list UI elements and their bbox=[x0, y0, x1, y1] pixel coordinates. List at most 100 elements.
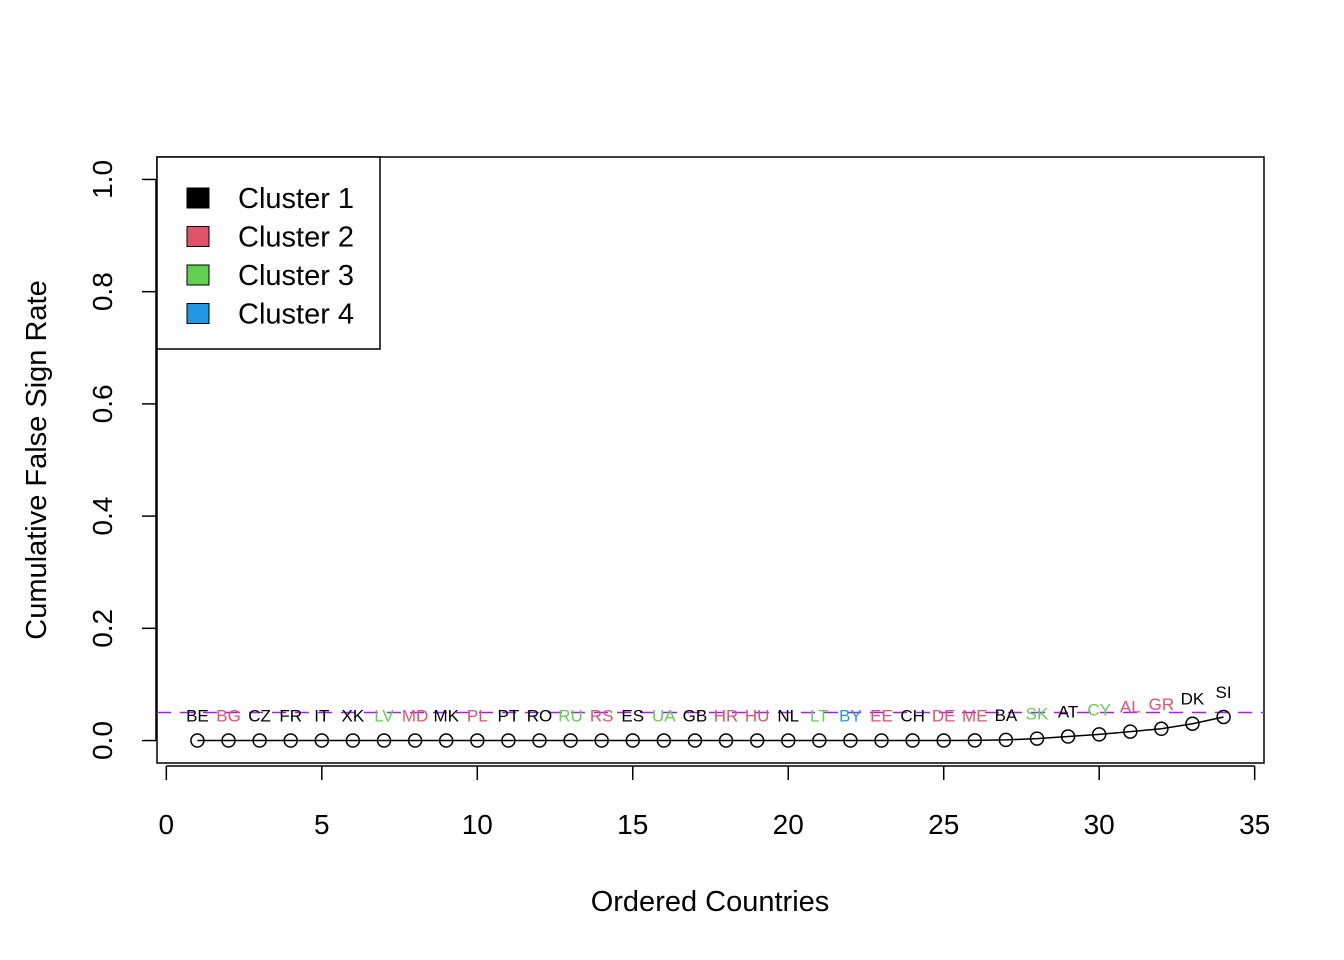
legend-swatch bbox=[186, 303, 210, 324]
legend-label: Cluster 2 bbox=[238, 222, 354, 254]
legend-swatch bbox=[186, 187, 210, 209]
data-point bbox=[532, 733, 547, 748]
y-tick-label: 0.2 bbox=[87, 609, 118, 648]
data-point bbox=[470, 733, 485, 748]
point-label: BA bbox=[995, 706, 1018, 725]
x-tick-label: 30 bbox=[1084, 809, 1115, 840]
legend-swatch bbox=[186, 226, 210, 247]
point-label: HR bbox=[714, 707, 739, 726]
point-label: MD bbox=[402, 707, 428, 726]
y-axis: 0.0 0.2 0.4 0.6 0.8 1.0 bbox=[87, 160, 157, 760]
data-points bbox=[190, 709, 1231, 748]
y-tick-label: 0.6 bbox=[87, 384, 118, 423]
data-point bbox=[812, 733, 827, 748]
x-tick-label: 35 bbox=[1239, 809, 1270, 840]
x-tick-label: 15 bbox=[617, 809, 648, 840]
x-tick-label: 10 bbox=[462, 809, 493, 840]
y-tick-label: 0.4 bbox=[87, 497, 118, 536]
data-point bbox=[687, 733, 703, 748]
data-point bbox=[283, 733, 298, 748]
point-label: PL bbox=[467, 707, 488, 726]
legend-label: Cluster 4 bbox=[238, 299, 354, 331]
legend-label: Cluster 3 bbox=[238, 260, 354, 292]
data-point bbox=[563, 733, 578, 748]
data-point bbox=[190, 733, 205, 748]
y-tick-label: 0.0 bbox=[87, 721, 118, 760]
y-tick-label: 0.8 bbox=[87, 272, 118, 311]
point-label: SI bbox=[1216, 683, 1232, 702]
data-point bbox=[905, 733, 920, 748]
x-axis: 0 5 10 15 20 25 30 35 bbox=[159, 765, 1270, 840]
data-point bbox=[1185, 716, 1200, 731]
point-label: DE bbox=[932, 707, 956, 726]
x-tick-label: 0 bbox=[159, 809, 175, 840]
point-label: ES bbox=[621, 707, 644, 726]
data-point bbox=[718, 733, 734, 748]
data-point bbox=[780, 733, 796, 748]
point-label: BE bbox=[186, 707, 209, 726]
x-tick-label: 5 bbox=[314, 809, 330, 840]
plot-frame bbox=[156, 156, 1265, 764]
point-label: AL bbox=[1120, 698, 1141, 717]
point-label: FR bbox=[279, 707, 302, 726]
data-point bbox=[1091, 727, 1107, 742]
point-label: DK bbox=[1181, 690, 1205, 709]
point-label: PT bbox=[498, 707, 520, 726]
x-axis-title: Ordered Countries bbox=[591, 886, 830, 918]
data-point bbox=[376, 733, 392, 748]
data-point bbox=[221, 733, 236, 748]
data-point bbox=[656, 733, 672, 748]
point-label: BY bbox=[839, 707, 862, 726]
point-label: NL bbox=[777, 707, 799, 726]
data-point bbox=[843, 733, 858, 748]
point-label: CH bbox=[900, 707, 925, 726]
x-tick-label: 20 bbox=[773, 809, 804, 840]
point-label: RO bbox=[527, 707, 553, 726]
data-point bbox=[407, 733, 423, 748]
point-label: IT bbox=[314, 707, 329, 726]
series-line bbox=[197, 716, 1224, 742]
x-tick-label: 25 bbox=[928, 809, 959, 840]
point-label: UA bbox=[652, 707, 676, 726]
point-label: XK bbox=[342, 707, 365, 726]
data-point bbox=[314, 733, 330, 748]
data-point bbox=[252, 733, 267, 748]
data-point bbox=[998, 732, 1014, 748]
data-point bbox=[625, 733, 641, 748]
data-point bbox=[501, 733, 516, 748]
point-label: RS bbox=[590, 707, 614, 726]
data-point bbox=[1216, 709, 1231, 725]
point-label: CY bbox=[1087, 700, 1111, 719]
data-point bbox=[1029, 731, 1045, 746]
data-point bbox=[936, 733, 951, 748]
point-label: EE bbox=[870, 707, 893, 726]
point-label: LT bbox=[810, 707, 829, 726]
point-label: MK bbox=[433, 707, 459, 726]
data-point bbox=[1154, 721, 1169, 737]
data-point bbox=[594, 733, 609, 748]
data-point bbox=[874, 733, 889, 748]
data-point bbox=[1123, 724, 1138, 739]
point-label: HU bbox=[745, 707, 770, 726]
point-label: SK bbox=[1026, 705, 1049, 724]
point-label: GR bbox=[1149, 695, 1175, 714]
y-axis-title: Cumulative False Sign Rate bbox=[21, 280, 53, 639]
data-point bbox=[438, 733, 454, 748]
data-point bbox=[1060, 729, 1076, 744]
point-label: GB bbox=[683, 707, 708, 726]
point-labels: BE BG CZ FR IT XK LV MD MK PL PT RO RU RS ES UA GB HR HU NL… bbox=[186, 683, 1232, 726]
point-label: BG bbox=[216, 707, 241, 726]
data-point bbox=[345, 733, 361, 748]
point-label: ME bbox=[962, 706, 988, 725]
legend-swatch bbox=[186, 264, 210, 286]
y-tick-label: 1.0 bbox=[87, 160, 118, 199]
point-label: CZ bbox=[248, 707, 271, 726]
point-label: LV bbox=[374, 707, 394, 726]
legend-label: Cluster 1 bbox=[238, 183, 354, 215]
point-label: AT bbox=[1058, 703, 1078, 722]
legend: Cluster 1 Cluster 2 Cluster 3 Cluster 4 bbox=[156, 156, 381, 350]
point-label: RU bbox=[558, 707, 583, 726]
data-point bbox=[967, 733, 983, 748]
data-point bbox=[749, 733, 765, 748]
